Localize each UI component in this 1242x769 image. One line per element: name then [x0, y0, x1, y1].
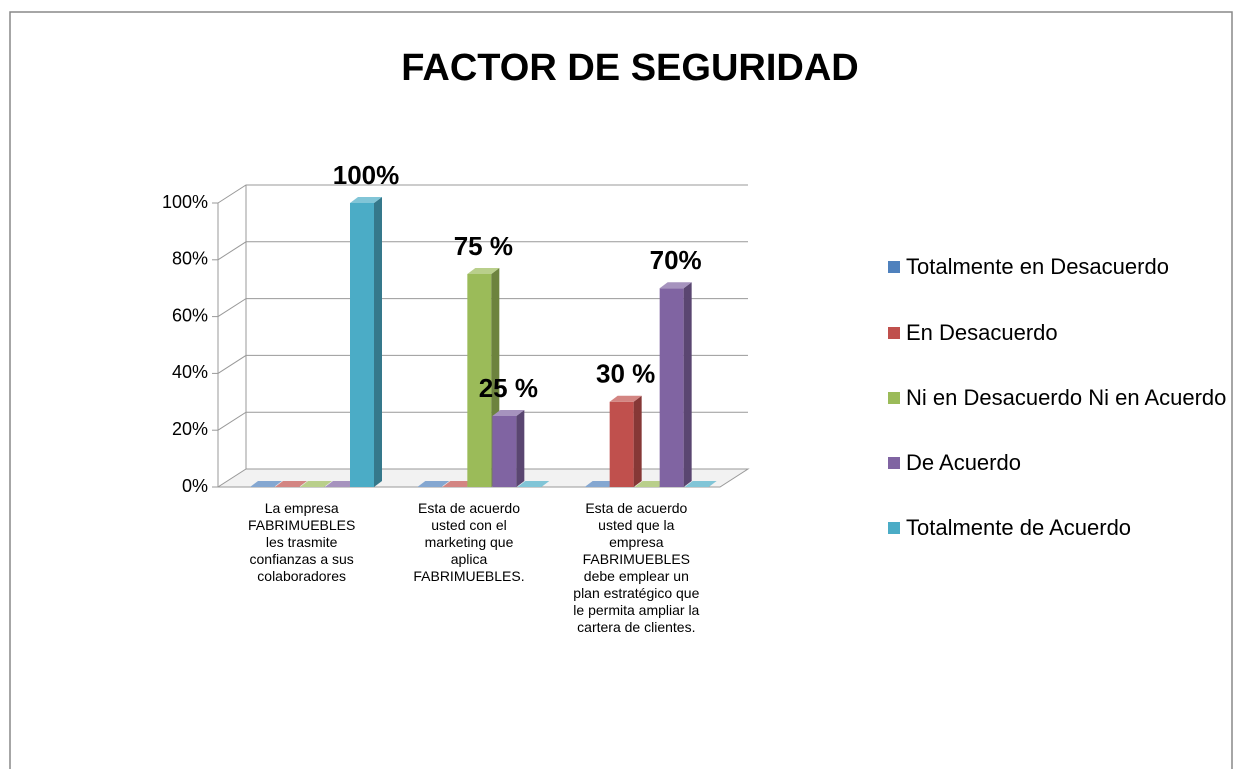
x-tick-label: La empresa FABRIMUEBLES les trasmite con… [247, 500, 356, 584]
bar [609, 395, 642, 487]
bar [275, 481, 307, 487]
legend-label: Totalmente en Desacuerdo [906, 254, 1169, 279]
bar-front [492, 416, 517, 487]
frame [9, 11, 1233, 769]
legend-label: Totalmente de Acuerdo [906, 515, 1132, 540]
legend-swatch [888, 261, 900, 273]
legend-label: En Desacuerdo [906, 320, 1058, 345]
bar-top [609, 395, 642, 402]
x-tick-label: Esta de acuerdo usted con el marketing q… [413, 500, 525, 584]
bar-side [683, 282, 692, 487]
legend-swatch [888, 522, 900, 534]
bar-top [634, 481, 667, 487]
bar [584, 481, 617, 487]
bar-side [516, 410, 525, 487]
bar [684, 481, 717, 487]
bar-top [300, 481, 332, 487]
chart-title: FACTOR DE SEGURIDAD [401, 47, 858, 89]
legend-item: Totalmente en Desacuerdo [888, 253, 1242, 280]
grid-line [217, 411, 748, 431]
legend-label: De Acuerdo [906, 450, 1021, 475]
bar-top [584, 481, 617, 487]
bar [517, 481, 550, 487]
y-tick-label: 40% [172, 362, 208, 382]
bar [659, 282, 692, 487]
bar-front [467, 274, 492, 487]
bar [350, 197, 382, 487]
data-label: 30 % [596, 359, 655, 389]
bar-top [517, 481, 550, 487]
grid-line [217, 354, 748, 374]
bar-front [609, 401, 634, 487]
legend-item: En Desacuerdo [888, 319, 1242, 346]
legend-item: Totalmente de Acuerdo [888, 514, 1242, 541]
legend-swatch [888, 327, 900, 339]
bar-top [417, 481, 450, 487]
grid-line [217, 241, 748, 261]
bar [442, 481, 475, 487]
bar [325, 481, 357, 487]
y-tick-label: 100% [162, 192, 208, 212]
legend-swatch [888, 457, 900, 469]
bar-top [492, 410, 525, 416]
data-label: 75 % [454, 231, 513, 261]
y-tick-label: 60% [172, 305, 208, 325]
x-tick-label: Esta de acuerdo usted que la empresa FAB… [573, 500, 700, 635]
bar [250, 481, 282, 487]
bar-front [350, 203, 374, 487]
data-label: 25 % [479, 373, 538, 403]
bar [300, 481, 332, 487]
bar-top [275, 481, 307, 487]
grid-line [217, 184, 748, 204]
bar-top [325, 481, 357, 487]
bar-top [250, 481, 282, 487]
bar-side [633, 395, 642, 487]
bar [492, 410, 525, 487]
bar [634, 481, 667, 487]
bar-top [684, 481, 717, 487]
bar-top [442, 481, 475, 487]
bar-top [467, 268, 500, 274]
legend-item: De Acuerdo [888, 449, 1242, 476]
data-label: 100% [333, 160, 400, 190]
bar-side [374, 197, 382, 487]
y-tick-label: 80% [172, 249, 208, 269]
y-tick-label: 0% [182, 476, 208, 496]
legend-label: Ni en Desacuerdo Ni en Acuerdo [906, 385, 1227, 410]
legend-swatch [888, 392, 900, 404]
y-tick-label: 20% [172, 419, 208, 439]
legend-item: Ni en Desacuerdo Ni en Acuerdo [888, 384, 1242, 411]
bar-top [350, 197, 382, 203]
bar-front [659, 288, 684, 487]
bar [417, 481, 450, 487]
bar-top [659, 282, 692, 289]
grid-line [217, 298, 748, 318]
data-label: 70% [650, 245, 702, 275]
